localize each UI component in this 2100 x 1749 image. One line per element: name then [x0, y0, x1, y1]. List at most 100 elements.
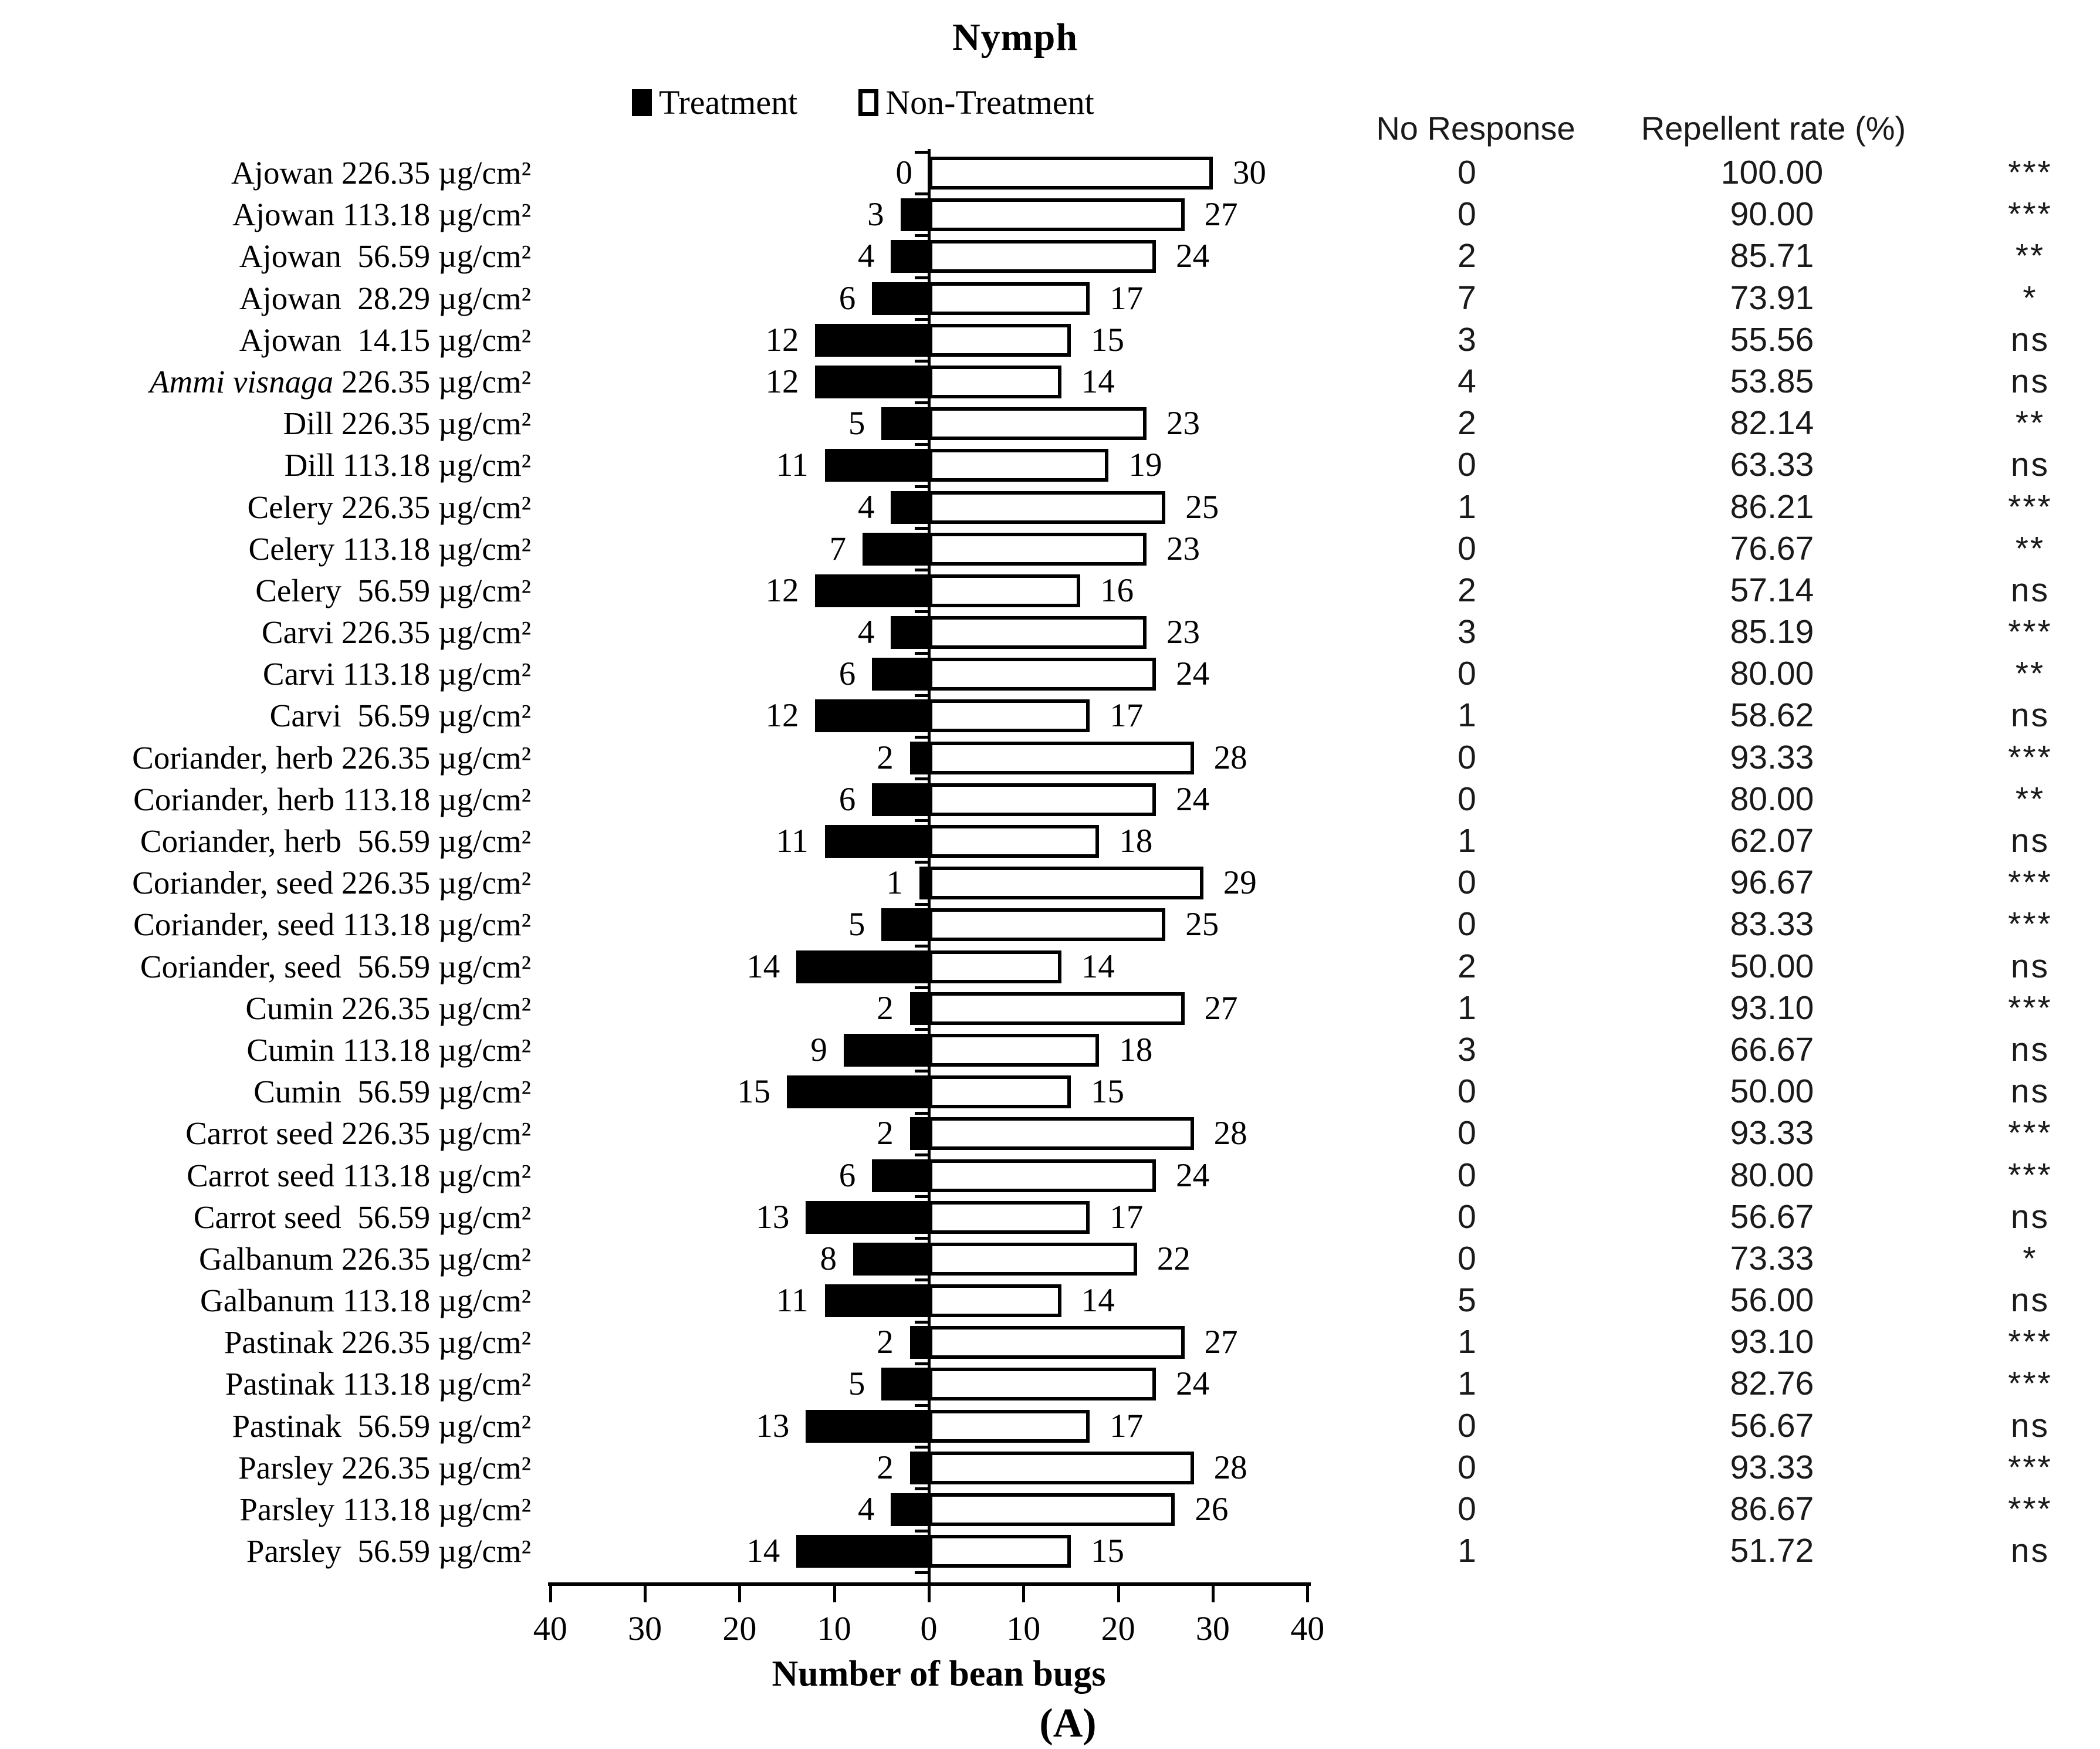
- row-label: Coriander, seed 226.35 µg/cm²: [0, 862, 531, 904]
- treatment-value: 4: [857, 1491, 875, 1528]
- y-axis-tick: [915, 1571, 928, 1574]
- significance-value: ns: [2010, 1281, 2050, 1320]
- treatment-bar: [909, 741, 929, 774]
- non-treatment-value: 15: [1090, 321, 1124, 358]
- non-treatment-value: 23: [1166, 530, 1200, 567]
- treatment-bar: [872, 282, 929, 315]
- no-response-value: 0: [1458, 1239, 1476, 1277]
- non-treatment-value: 27: [1204, 1324, 1238, 1361]
- row-label: Carrot seed 56.59 µg/cm²: [0, 1196, 531, 1238]
- treatment-value: 12: [765, 321, 799, 358]
- treatment-value: 14: [746, 1533, 780, 1570]
- non-treatment-bar: [929, 1159, 1156, 1192]
- row-label-name: Parsley: [246, 1533, 341, 1569]
- no-response-value: 0: [1458, 529, 1476, 567]
- row-label-concentration: 28.29 µg/cm²: [349, 280, 531, 316]
- row-label-concentration: 226.35 µg/cm²: [341, 1240, 531, 1277]
- chart-row: Galbanum 226.35 µg/cm² 8 22 0 73.33 *: [0, 1238, 2100, 1280]
- significance-value: ***: [2008, 989, 2052, 1027]
- row-label-concentration: 56.59 µg/cm²: [349, 823, 531, 859]
- non-treatment-value: 24: [1176, 1365, 1210, 1403]
- non-treatment-bar: [929, 825, 1100, 858]
- significance-value: ***: [2008, 613, 2052, 651]
- chart-row: Ajowan 14.15 µg/cm² 12 15 3 55.56 ns: [0, 319, 2100, 361]
- treatment-bar: [891, 240, 929, 273]
- row-label-name: Galbanum: [198, 1240, 334, 1277]
- x-axis-tick-label: 30: [628, 1609, 662, 1647]
- treatment-bar: [815, 699, 929, 733]
- chart-row: Parsley 226.35 µg/cm² 2 28 0 93.33 ***: [0, 1447, 2100, 1488]
- row-label-concentration: 113.18 µg/cm²: [342, 781, 531, 817]
- non-treatment-value: 24: [1176, 1156, 1210, 1194]
- no-response-value: 4: [1458, 362, 1476, 400]
- y-axis-tick: [915, 1487, 928, 1491]
- y-axis-tick: [915, 652, 928, 655]
- treatment-value: 11: [776, 446, 809, 484]
- treatment-value: 9: [810, 1031, 827, 1068]
- non-treatment-bar: [929, 1075, 1071, 1109]
- treatment-bar: [881, 407, 929, 441]
- no-response-value: 0: [1458, 738, 1476, 776]
- non-treatment-value: 19: [1128, 446, 1162, 484]
- repellent-rate-value: 55.56: [1730, 320, 1814, 358]
- non-treatment-value: 15: [1090, 1073, 1124, 1111]
- x-axis-tick: [1211, 1586, 1215, 1602]
- row-label: Coriander, herb 56.59 µg/cm²: [0, 820, 531, 862]
- chart-row: Carvi 113.18 µg/cm² 6 24 0 80.00 **: [0, 653, 2100, 695]
- significance-value: ns: [2010, 571, 2050, 609]
- chart-row: Coriander, herb 113.18 µg/cm² 6 24 0 80.00 **: [0, 779, 2100, 820]
- significance-value: **: [2015, 655, 2045, 693]
- no-response-value: 1: [1458, 1365, 1476, 1403]
- treatment-bar: [824, 449, 929, 482]
- repellent-rate-value: 76.67: [1730, 529, 1814, 567]
- chart-row: Celery 113.18 µg/cm² 7 23 0 76.67 **: [0, 528, 2100, 570]
- treatment-bar: [909, 1451, 929, 1484]
- no-response-value: 0: [1458, 1448, 1476, 1486]
- non-treatment-bar: [929, 1242, 1137, 1276]
- treatment-value: 2: [877, 739, 894, 776]
- row-label-concentration: 56.59 µg/cm²: [349, 238, 531, 275]
- row-label-name: Carrot seed: [185, 1115, 334, 1152]
- row-label: Celery 226.35 µg/cm²: [0, 486, 531, 528]
- non-treatment-bar: [929, 449, 1109, 482]
- row-label-name: Parsley: [238, 1449, 334, 1486]
- x-axis-tick: [928, 1586, 931, 1602]
- row-label: Cumin 113.18 µg/cm²: [0, 1029, 531, 1071]
- treatment-bar: [796, 1535, 929, 1568]
- treatment-bar: [853, 1242, 929, 1276]
- x-axis-line: [548, 1582, 1311, 1586]
- treatment-value: 11: [776, 1282, 809, 1320]
- treatment-value: 5: [848, 405, 865, 442]
- repellent-rate-value: 50.00: [1730, 1073, 1814, 1111]
- row-label: Celery 113.18 µg/cm²: [0, 528, 531, 570]
- row-label-name: Ajowan: [239, 280, 341, 316]
- y-axis-tick: [915, 485, 928, 488]
- no-response-value: 0: [1458, 154, 1476, 191]
- non-treatment-value: 14: [1081, 363, 1115, 400]
- y-axis-tick: [915, 401, 928, 405]
- non-treatment-bar: [929, 407, 1147, 441]
- y-axis-tick: [915, 1362, 928, 1365]
- row-label: Ajowan 226.35 µg/cm²: [0, 152, 531, 194]
- row-label-concentration: 56.59 µg/cm²: [349, 948, 531, 985]
- row-label-concentration: 226.35 µg/cm²: [341, 1115, 531, 1152]
- treatment-bar: [919, 867, 929, 900]
- treatment-bar: [815, 574, 929, 607]
- chart-row: Carrot seed 113.18 µg/cm² 6 24 0 80.00 ***: [0, 1155, 2100, 1196]
- row-label: Ajowan 56.59 µg/cm²: [0, 235, 531, 277]
- x-axis-tick: [1117, 1586, 1120, 1602]
- y-axis-tick: [915, 610, 928, 614]
- treatment-value: 6: [838, 279, 856, 317]
- chart-row: Carvi 56.59 µg/cm² 12 17 1 58.62 ns: [0, 695, 2100, 736]
- chart-title: Nymph: [952, 16, 1078, 59]
- legend-treatment-label: Treatment: [659, 83, 798, 121]
- row-label-name: Carrot seed: [193, 1199, 341, 1235]
- treatment-bar: [872, 658, 929, 691]
- non-treatment-value: 14: [1081, 948, 1115, 985]
- non-treatment-bar: [929, 1368, 1156, 1401]
- no-response-value: 0: [1458, 1197, 1476, 1236]
- no-response-value: 0: [1458, 905, 1476, 943]
- row-label: Ajowan 113.18 µg/cm²: [0, 194, 531, 235]
- repellent-rate-value: 80.00: [1730, 780, 1814, 818]
- non-treatment-value: 14: [1081, 1282, 1115, 1320]
